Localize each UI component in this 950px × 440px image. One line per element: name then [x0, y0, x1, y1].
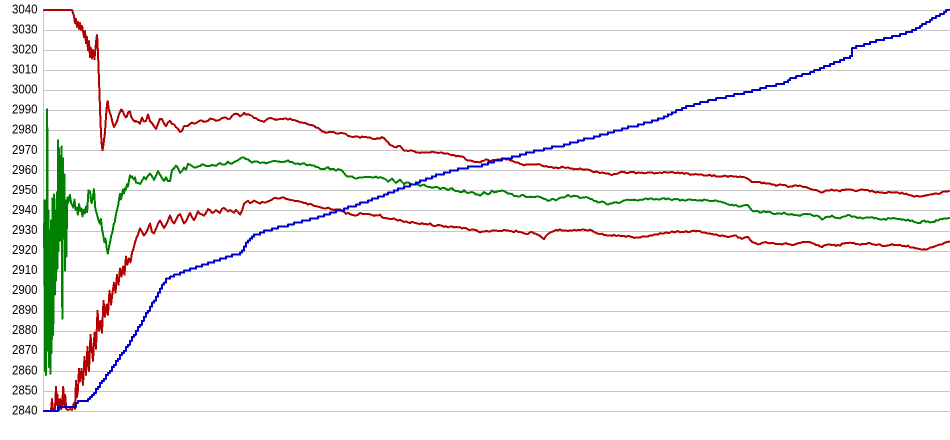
svg-text:2890: 2890: [12, 302, 38, 317]
svg-text:3040: 3040: [12, 1, 38, 16]
svg-text:2930: 2930: [12, 222, 38, 237]
svg-text:2840: 2840: [12, 402, 38, 417]
svg-text:2940: 2940: [12, 202, 38, 217]
svg-text:2910: 2910: [12, 262, 38, 277]
svg-text:2880: 2880: [12, 322, 38, 337]
svg-text:2850: 2850: [12, 382, 38, 397]
svg-text:2960: 2960: [12, 162, 38, 177]
svg-text:2920: 2920: [12, 242, 38, 257]
svg-text:2900: 2900: [12, 282, 38, 297]
svg-text:3030: 3030: [12, 21, 38, 36]
svg-text:2860: 2860: [12, 362, 38, 377]
svg-text:2870: 2870: [12, 342, 38, 357]
svg-text:2980: 2980: [12, 122, 38, 137]
svg-text:2950: 2950: [12, 182, 38, 197]
svg-text:3000: 3000: [12, 82, 38, 97]
svg-text:2970: 2970: [12, 142, 38, 157]
svg-text:3020: 3020: [12, 42, 38, 57]
svg-text:2990: 2990: [12, 102, 38, 117]
svg-text:3010: 3010: [12, 62, 38, 77]
